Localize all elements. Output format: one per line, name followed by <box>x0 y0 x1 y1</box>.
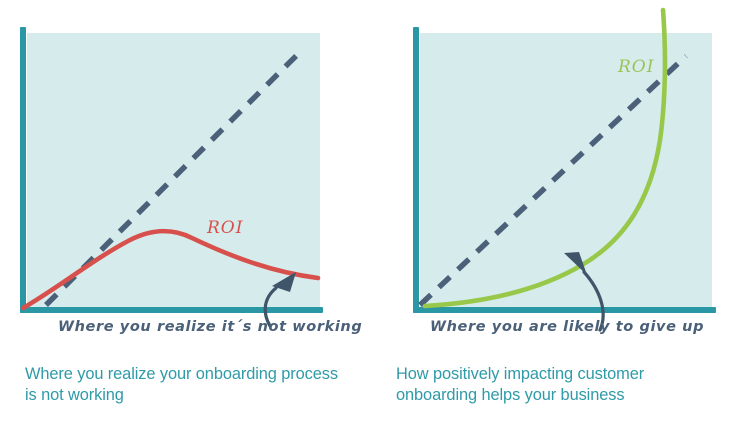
caption-left: Where you realize your onboarding proces… <box>25 365 338 404</box>
chart-left <box>20 27 323 328</box>
x-axis-right <box>413 307 716 313</box>
annotation-arrow-line-left <box>263 286 278 328</box>
trendline-dashed-right <box>418 53 688 308</box>
roi-series-label-right: ROI <box>618 57 655 77</box>
panel-left: ROI Where you realize it´s not working W… <box>0 0 368 426</box>
chart-right <box>413 7 716 332</box>
annotation-arrowhead-left <box>272 272 296 292</box>
annotation-text-right: Where you are likely to give up <box>430 319 705 335</box>
roi-curve-left <box>20 228 321 311</box>
x-axis-left <box>20 307 323 313</box>
y-axis-left <box>20 27 26 313</box>
annotation-text-left: Where you realize it´s not working <box>58 319 363 335</box>
annotation-arrowhead-right <box>564 252 587 275</box>
caption-right: How positively impacting customer onboar… <box>396 365 645 404</box>
roi-curve-right <box>422 7 668 309</box>
roi-series-label-left: ROI <box>207 218 244 238</box>
y-axis-right <box>413 27 419 313</box>
annotation-arrow-line-right <box>582 270 605 332</box>
panel-right: ROI Where you are likely to give up How … <box>368 0 737 426</box>
